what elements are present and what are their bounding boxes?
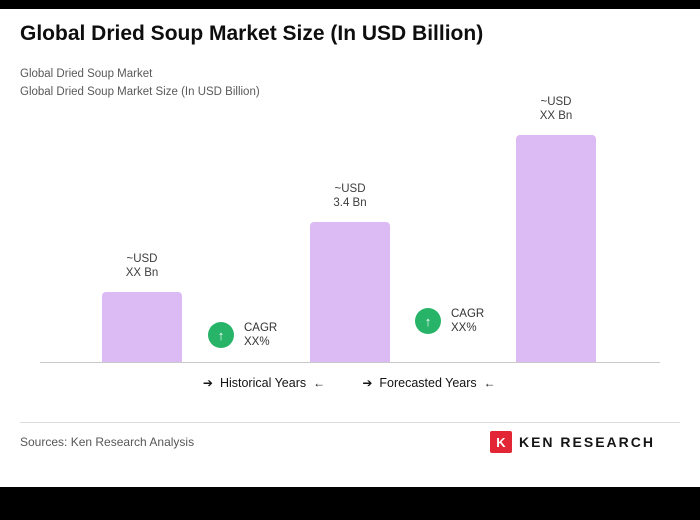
page-title: Global Dried Soup Market Size (In USD Bi… [20, 22, 484, 45]
cagr-badge-forecast: ↑ CAGR XX% [415, 307, 484, 335]
up-arrow-glyph: ↑ [424, 313, 432, 329]
cagr-value: XX% [451, 322, 477, 334]
chart-subtitle-market: Global Dried Soup Market [20, 68, 153, 80]
period-label-historical: ➔ Historical Years ← [203, 376, 325, 390]
bar-group-forecast: ~USD XX Bn [516, 95, 596, 362]
logo-wordmark: KEN RESEARCH [518, 434, 655, 450]
cagr-badge-historical: ↑ CAGR XX% [208, 321, 277, 349]
cagr-label: CAGR [451, 308, 485, 320]
period-labels-row: ➔ Historical Years ← ➔ Forecasted Years … [40, 376, 660, 398]
arrow-right-icon: ➔ [202, 376, 213, 390]
bar-value-line2: XX Bn [539, 110, 573, 122]
chart-subtitle-size: Global Dried Soup Market Size (In USD Bi… [20, 86, 260, 98]
bar-value-label-forecast: ~USD XX Bn [540, 95, 573, 123]
period-text: Forecasted Years [379, 376, 477, 390]
up-arrow-glyph: ↑ [217, 327, 225, 343]
top-black-bar [0, 0, 700, 9]
bar-value-line1: ~USD [540, 96, 572, 108]
footer-divider [20, 422, 680, 423]
bar-chart: ~USD XX Bn ~USD 3.4 Bn ~USD XX Bn ↑ [40, 88, 660, 363]
growth-up-arrow-icon: ↑ [208, 322, 234, 348]
bar-value-line1: ~USD [334, 183, 366, 195]
growth-up-arrow-icon: ↑ [415, 308, 441, 334]
cagr-value: XX% [244, 336, 270, 348]
cagr-text: CAGR XX% [451, 307, 484, 335]
period-label-forecasted: ➔ Forecasted Years ← [362, 376, 495, 390]
bar-value-label-historical: ~USD XX Bn [126, 252, 159, 280]
bottom-black-bar [0, 487, 700, 520]
ken-research-logo: K KEN RESEARCH [489, 431, 655, 453]
logo-mark-letter: K [496, 434, 506, 450]
bar-value-line2: XX Bn [125, 267, 159, 279]
x-axis-line [40, 362, 660, 363]
bar-base [310, 222, 390, 362]
bar-value-line2: 3.4 Bn [333, 197, 367, 209]
arrow-right-icon: ➔ [362, 376, 373, 390]
bar-group-historical: ~USD XX Bn [102, 252, 182, 362]
sources-text: Sources: Ken Research Analysis [20, 435, 195, 449]
period-text: Historical Years [219, 376, 307, 390]
arrow-left-icon: ← [483, 376, 496, 390]
bar-forecast [516, 135, 596, 362]
bar-value-label-base: ~USD 3.4 Bn [333, 182, 366, 210]
arrow-left-icon: ← [313, 376, 326, 390]
bar-historical [102, 292, 182, 362]
cagr-text: CAGR XX% [244, 321, 277, 349]
bar-value-line1: ~USD [126, 253, 158, 265]
cagr-label: CAGR [244, 322, 278, 334]
bar-group-base: ~USD 3.4 Bn [310, 182, 390, 362]
logo-mark-icon: K [489, 431, 512, 453]
